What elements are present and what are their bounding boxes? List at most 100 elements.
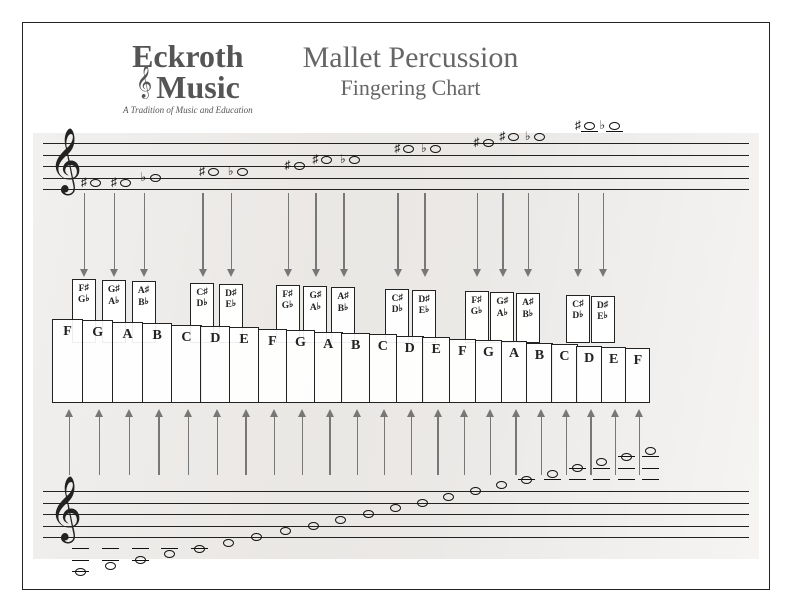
note: ♯ [208, 168, 219, 176]
note: ♯ [321, 156, 332, 164]
arrow-up [158, 415, 160, 475]
arrow-down [528, 193, 530, 271]
white-key: C [171, 325, 201, 403]
white-key: F [258, 329, 287, 403]
note: ♭ [609, 122, 620, 130]
note [308, 522, 319, 530]
title: Mallet Percussion Fingering Chart [303, 41, 519, 101]
content-area: Eckroth 𝄞 Music A Tradition of Music and… [33, 33, 759, 579]
note [75, 568, 86, 576]
note: ♯ [483, 139, 494, 147]
arrow-up [99, 415, 101, 475]
white-key: B [526, 343, 552, 403]
arrow-down [343, 193, 345, 271]
treble-clef-icon: 𝄞 [49, 129, 82, 194]
staff-line [43, 526, 749, 527]
arrow-down [603, 193, 605, 271]
arrow-up [515, 415, 517, 475]
note [363, 510, 374, 518]
note [105, 562, 116, 570]
arrow-up [129, 415, 131, 475]
arrow-down [578, 193, 580, 271]
note [470, 487, 481, 495]
note [194, 545, 205, 553]
arrow-up [69, 415, 71, 475]
arrow-down [315, 193, 317, 271]
arrow-down [144, 193, 146, 271]
white-key: A [112, 322, 143, 403]
arrows-up [33, 405, 759, 475]
white-key: D [576, 346, 602, 403]
arrow-up [437, 415, 439, 475]
note [572, 464, 583, 472]
arrow-up [490, 415, 492, 475]
arrow-up [615, 415, 617, 475]
note [443, 493, 454, 501]
white-key: D [396, 336, 424, 403]
white-key: B [341, 333, 370, 403]
arrow-up [464, 415, 466, 475]
header: Eckroth 𝄞 Music A Tradition of Music and… [33, 33, 759, 115]
white-key: E [601, 347, 627, 403]
staff-line [43, 491, 749, 492]
white-key: E [229, 327, 259, 403]
arrow-down [84, 193, 86, 271]
arrow-up [384, 415, 386, 475]
note [521, 476, 532, 484]
keyboard: F♯G♭G♯A♭A♯B♭C♯D♭D♯E♭F♯G♭G♯A♭A♯B♭C♯D♭D♯E♭… [53, 283, 739, 403]
note: ♭ [430, 145, 441, 153]
note [164, 550, 175, 558]
arrow-down [202, 193, 204, 271]
arrow-up [590, 415, 592, 475]
staff-line [43, 166, 749, 167]
note [135, 556, 146, 564]
note [223, 539, 234, 547]
note [621, 453, 632, 461]
arrow-down [424, 193, 426, 271]
note: ♭ [534, 133, 545, 141]
logo-tagline: A Tradition of Music and Education [123, 105, 253, 115]
note [335, 516, 346, 524]
note: ♭ [237, 168, 248, 176]
note: ♯ [294, 162, 305, 170]
note: ♯ [508, 133, 519, 141]
arrow-down [231, 193, 233, 271]
arrow-up [274, 415, 276, 475]
page-frame: Eckroth 𝄞 Music A Tradition of Music and… [22, 22, 770, 590]
arrows-down [33, 193, 759, 283]
white-key: A [501, 341, 528, 403]
note: ♯ [90, 179, 101, 187]
arrow-down [502, 193, 504, 271]
arrow-up [217, 415, 219, 475]
white-key: B [142, 323, 173, 403]
arrow-up [329, 415, 331, 475]
note [496, 481, 507, 489]
white-key: C [369, 334, 397, 403]
arrow-up [541, 415, 543, 475]
arrow-down [114, 193, 116, 271]
note [417, 499, 428, 507]
white-key: F [625, 348, 650, 403]
note: ♯ [403, 145, 414, 153]
logo-line2: Music [156, 72, 240, 102]
note [596, 458, 607, 466]
note: ♯ [584, 122, 595, 130]
arrow-down [477, 193, 479, 271]
white-key: D [200, 326, 230, 403]
note [390, 504, 401, 512]
white-key: F [449, 339, 476, 403]
staff-bottom: 𝄞 [43, 491, 749, 537]
white-keys: FGABCDEFGABCDEFGABCDEF [53, 319, 739, 403]
note: ♯ [120, 179, 131, 187]
note: ♭ [349, 156, 360, 164]
chart-body: 𝄞 ♯♯♭♯♭♯♯♭♯♭♯♯♭♯♭ F♯G♭G♯A♭A♯B♭C♯D♭D♯E♭F♯… [33, 143, 759, 559]
note [547, 470, 558, 478]
arrow-down [397, 193, 399, 271]
arrow-up [302, 415, 304, 475]
staff-line [43, 537, 749, 538]
clef-icon: 𝄞 [136, 67, 153, 99]
white-key: G [475, 340, 502, 403]
arrow-up [639, 415, 641, 475]
logo: Eckroth 𝄞 Music A Tradition of Music and… [123, 41, 253, 115]
title-main: Mallet Percussion [303, 41, 519, 75]
